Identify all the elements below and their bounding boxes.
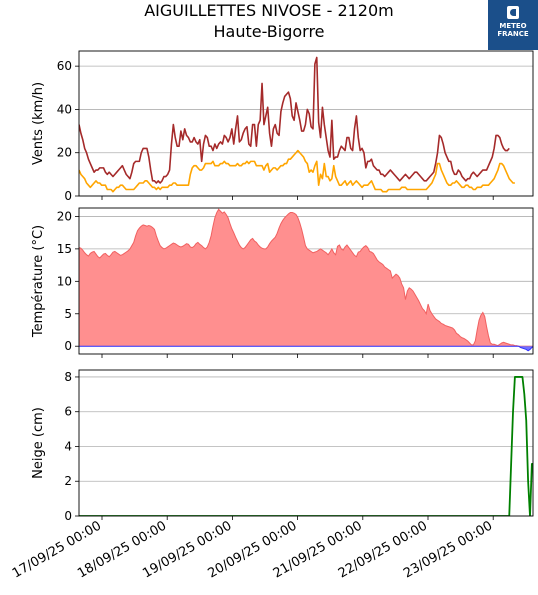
y-tick-label: 5 [64, 307, 72, 321]
y-axis-label: Neige (cm) [31, 407, 46, 479]
temperature-line-negative [79, 345, 533, 352]
y-tick-label: 10 [57, 274, 72, 288]
plot-frame [78, 207, 534, 355]
logo-text-line1: METEO [499, 22, 527, 30]
y-tick-label: 8 [64, 370, 72, 384]
chart-title: AIGUILLETTES NIVOSE - 2120m [144, 1, 394, 20]
x-tick-label: 20/09/25 00:00 [206, 518, 300, 581]
logo-tagline [492, 41, 534, 46]
x-tick-label: 21/09/25 00:00 [271, 518, 365, 581]
y-tick-label: 40 [57, 102, 72, 116]
wind-mean-line [79, 149, 515, 193]
y-tick-label: 4 [64, 439, 72, 453]
y-tick-label: 20 [57, 146, 72, 160]
logo-emblem-icon [507, 6, 519, 19]
temperature-area-positive [79, 209, 533, 347]
chart-panel-1: 0 20 40 60 Vents (km/h) [31, 50, 534, 203]
y-tick-label: 6 [64, 405, 72, 419]
y-tick-label: 2 [64, 474, 72, 488]
x-tick-label: 18/09/25 00:00 [75, 518, 169, 581]
y-tick-label: 0 [64, 509, 72, 523]
chart-title-block: AIGUILLETTES NIVOSE - 2120m Haute-Bigorr… [0, 0, 538, 42]
y-tick-label: 60 [57, 59, 72, 73]
meteo-france-logo: METEO FRANCE [488, 0, 538, 50]
chart-subtitle: Haute-Bigorre [213, 22, 325, 41]
y-tick-label: 15 [57, 242, 72, 256]
logo-text-line2: FRANCE [497, 30, 529, 38]
x-tick-label: 23/09/25 00:00 [401, 518, 495, 581]
y-tick-label: 20 [57, 209, 72, 223]
chart-panel-3: 0 2 4 6 8 Neige (cm) [31, 369, 534, 523]
y-tick-label: 0 [64, 339, 72, 353]
plot-frame [78, 369, 534, 517]
x-tick-label: 19/09/25 00:00 [140, 518, 234, 581]
temperature-area-negative [79, 346, 533, 351]
temperature-line-positive [79, 208, 533, 347]
x-tick-label: 22/09/25 00:00 [336, 518, 430, 581]
y-axis-label: Température (°C) [31, 225, 46, 338]
plot-frame [78, 50, 534, 197]
y-tick-label: 0 [64, 189, 72, 203]
x-tick-label: 17/09/25 00:00 [10, 518, 104, 581]
snow-depth-line [79, 376, 533, 516]
wind-gust-line [79, 56, 510, 184]
chart-panel-2: 0 5 10 15 20 Température (°C) [31, 207, 534, 358]
y-axis-label: Vents (km/h) [31, 82, 46, 165]
